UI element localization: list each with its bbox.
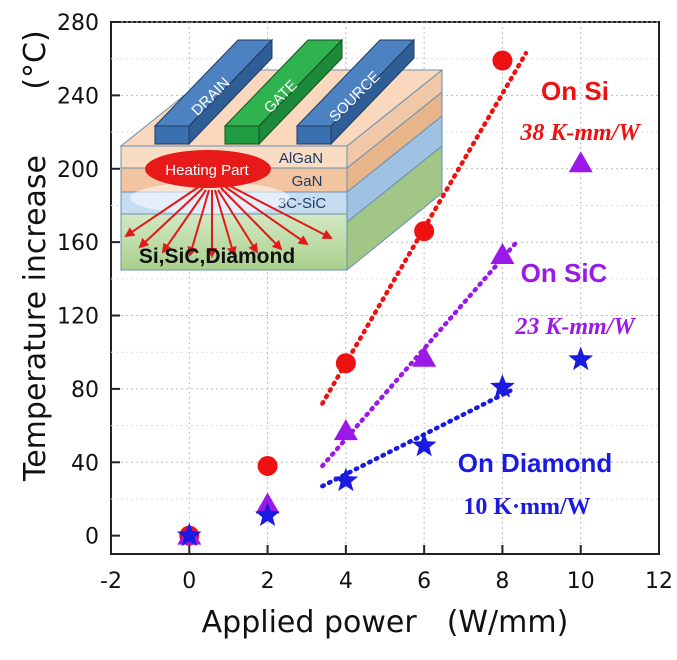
- drain-electrode: [153, 38, 274, 146]
- y-tick-label: 0: [85, 525, 99, 550]
- y-tick-label: 120: [57, 305, 99, 330]
- x-tick-label: 8: [495, 569, 509, 594]
- x-tick-label: -2: [100, 569, 122, 594]
- gate-electrode: [223, 38, 344, 146]
- data-points: [176, 50, 594, 547]
- x-tick-label: 6: [417, 569, 431, 594]
- y-axis-title: Temperature increase: [18, 155, 53, 482]
- label-on-sic: On SiC: [521, 258, 608, 288]
- y-tick-label: 280: [57, 11, 99, 36]
- slope-on-sic: 23 K-mm/W: [514, 314, 636, 340]
- y-tick-label: 240: [57, 84, 99, 109]
- point-on-diamond: [255, 502, 280, 526]
- point-on-sic: [490, 242, 515, 264]
- label-on-si: On Si: [541, 76, 609, 106]
- slope-on-diamond: 10 K·mm/W: [463, 494, 590, 520]
- x-tick-label: 2: [261, 569, 275, 594]
- x-tick-label: 12: [645, 569, 673, 594]
- y-tick-label: 80: [71, 378, 99, 403]
- 3c-sic-label: 3C-SiC: [278, 195, 327, 212]
- heat-arrows: [124, 183, 333, 258]
- point-on-sic: [568, 151, 593, 173]
- y-tick-label: 160: [57, 231, 99, 256]
- plot-frame: [110, 21, 660, 555]
- point-on-diamond: [490, 374, 515, 398]
- y-axis-unit: (°C): [18, 30, 53, 89]
- point-on-si: [335, 353, 356, 374]
- y-tick-label: 200: [57, 158, 99, 183]
- point-on-si: [414, 221, 435, 242]
- y-tick-label: 40: [71, 451, 99, 476]
- point-on-sic: [412, 345, 437, 367]
- device-inset: DRAIN GATE SOURCE AlGaN GaN 3C-SiC Heati…: [119, 38, 444, 272]
- point-on-diamond: [568, 346, 594, 371]
- x-tick-label: 10: [567, 569, 595, 594]
- point-on-diamond: [176, 522, 202, 547]
- x-axis-title: Applied power (W/mm): [202, 605, 569, 640]
- x-tick-label: 4: [339, 569, 353, 594]
- source-electrode: [295, 38, 416, 146]
- point-on-sic: [333, 419, 358, 441]
- heating-part-label: Heating Part: [165, 162, 249, 179]
- point-on-diamond: [411, 432, 437, 457]
- fit-line-on-diamond: [320, 388, 513, 489]
- substrate-label: Si,SiC,Diamond: [139, 245, 295, 268]
- point-on-diamond: [333, 467, 359, 492]
- label-on-diamond: On Diamond: [458, 448, 613, 478]
- algan-label: AlGaN: [279, 150, 323, 167]
- x-tick-label: 0: [182, 569, 196, 594]
- point-on-si: [492, 50, 513, 71]
- heating-part: [145, 150, 271, 188]
- gan-label: GaN: [292, 173, 323, 190]
- slope-on-si: 38 K-mm/W: [519, 120, 641, 146]
- point-on-si: [257, 455, 278, 476]
